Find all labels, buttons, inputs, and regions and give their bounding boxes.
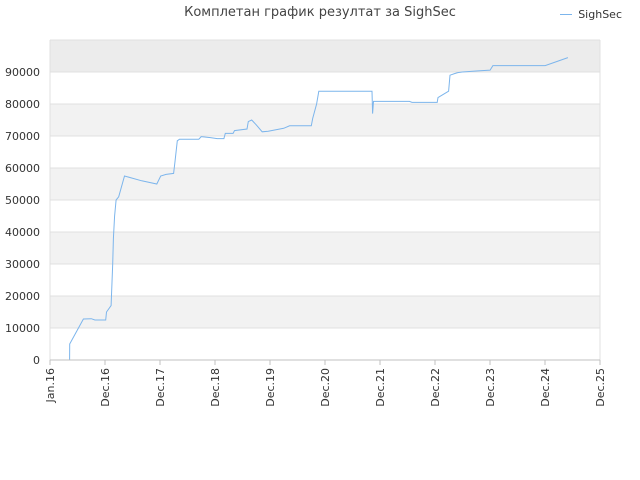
x-tick-label: Dec.17	[154, 368, 167, 407]
chart-title: Комплетан график резултат за SighSec	[184, 5, 456, 20]
x-tick-label: Dec.16	[99, 368, 112, 407]
y-tick-label: 90000	[5, 66, 40, 79]
plot-band	[50, 104, 600, 136]
plot-band	[50, 200, 600, 232]
x-tick-label: Dec.21	[374, 368, 387, 407]
plot-band	[50, 136, 600, 168]
x-tick-label: Dec.19	[264, 368, 277, 407]
legend[interactable]: SighSec	[560, 8, 622, 21]
x-tick-label: Dec.18	[209, 368, 222, 407]
legend-swatch	[560, 14, 573, 15]
plot-band	[50, 40, 600, 72]
x-tick-label: Jan.16	[44, 368, 57, 403]
y-tick-label: 80000	[5, 98, 40, 111]
y-tick-label: 60000	[5, 162, 40, 175]
plot-bands	[50, 40, 600, 360]
y-tick-label: 20000	[5, 290, 40, 303]
plot-band	[50, 296, 600, 328]
plot-band	[50, 328, 600, 360]
y-tick-label: 40000	[5, 226, 40, 239]
plot-band	[50, 264, 600, 296]
plot-band	[50, 72, 600, 104]
plot-band	[50, 168, 600, 200]
x-tick-label: Dec.23	[484, 368, 497, 407]
plot-band	[50, 232, 600, 264]
x-tick-label: Dec.25	[594, 368, 607, 407]
series-line-sighsec[interactable]	[69, 57, 569, 361]
x-tick-label: Dec.24	[539, 368, 552, 407]
x-axis-ticks: Jan.16 Dec.16 Dec.17 Dec.18 Dec.19 Dec.20 Dec.…	[44, 360, 607, 407]
y-tick-label: 70000	[5, 130, 40, 143]
y-tick-label: 50000	[5, 194, 40, 207]
gridlines	[49, 39, 601, 361]
x-tick-label: Dec.20	[319, 368, 332, 407]
y-tick-label: 30000	[5, 258, 40, 271]
legend-label: SighSec	[578, 8, 622, 21]
y-tick-label: 10000	[5, 322, 40, 335]
x-tick-label: Dec.22	[429, 368, 442, 407]
y-axis-ticks: 0 10000 20000 30000 40000 50000 60000 70000 8000…	[5, 66, 40, 367]
y-tick-label: 0	[33, 354, 40, 367]
